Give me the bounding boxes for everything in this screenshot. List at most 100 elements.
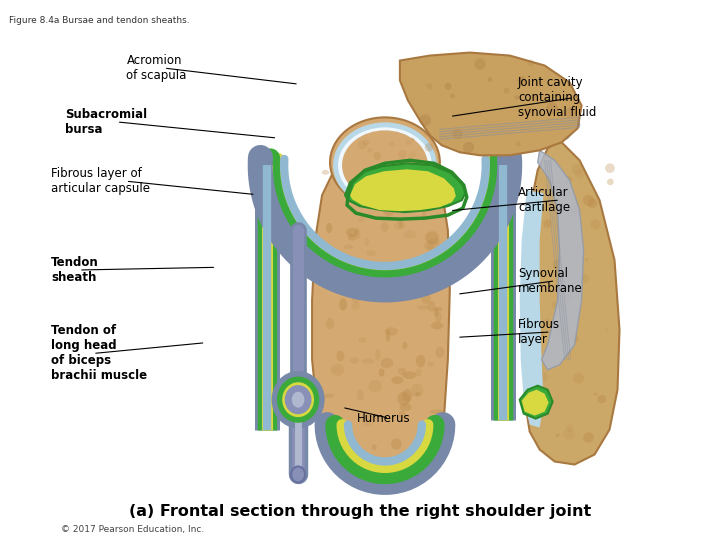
Ellipse shape <box>524 106 533 114</box>
Text: Humerus: Humerus <box>356 411 410 424</box>
Ellipse shape <box>395 176 404 185</box>
Ellipse shape <box>381 358 393 368</box>
Ellipse shape <box>559 206 563 210</box>
Ellipse shape <box>422 211 426 221</box>
Ellipse shape <box>364 177 368 180</box>
Ellipse shape <box>330 117 440 207</box>
Text: Tendon of
long head
of biceps
brachii muscle: Tendon of long head of biceps brachii mu… <box>51 325 147 382</box>
Ellipse shape <box>373 152 382 160</box>
Ellipse shape <box>413 163 421 171</box>
Ellipse shape <box>379 163 387 171</box>
Ellipse shape <box>390 159 395 164</box>
Ellipse shape <box>530 334 541 345</box>
Ellipse shape <box>400 403 411 411</box>
Ellipse shape <box>517 76 526 84</box>
Ellipse shape <box>348 447 354 457</box>
Ellipse shape <box>416 355 426 367</box>
Ellipse shape <box>351 152 355 155</box>
Polygon shape <box>523 140 619 464</box>
Ellipse shape <box>368 159 381 171</box>
Ellipse shape <box>399 218 403 228</box>
Ellipse shape <box>445 83 451 90</box>
Ellipse shape <box>363 139 369 145</box>
Ellipse shape <box>389 176 396 183</box>
Ellipse shape <box>487 77 492 82</box>
Ellipse shape <box>412 163 421 172</box>
Ellipse shape <box>430 409 444 414</box>
Ellipse shape <box>357 390 364 401</box>
Ellipse shape <box>397 392 410 406</box>
Ellipse shape <box>528 232 537 240</box>
Ellipse shape <box>539 271 544 275</box>
Ellipse shape <box>330 251 341 256</box>
Ellipse shape <box>433 251 439 256</box>
Ellipse shape <box>346 228 358 237</box>
Ellipse shape <box>410 177 421 185</box>
Ellipse shape <box>336 350 344 361</box>
Ellipse shape <box>411 138 415 141</box>
Ellipse shape <box>350 357 359 364</box>
Ellipse shape <box>367 148 372 153</box>
Ellipse shape <box>402 342 408 349</box>
Ellipse shape <box>390 180 393 184</box>
Ellipse shape <box>406 140 411 145</box>
Ellipse shape <box>395 181 401 187</box>
Text: Fibrous
layer: Fibrous layer <box>518 318 560 346</box>
Ellipse shape <box>352 293 360 303</box>
Ellipse shape <box>410 158 416 164</box>
Ellipse shape <box>428 300 435 312</box>
Ellipse shape <box>435 202 441 208</box>
Text: Subacromial
bursa: Subacromial bursa <box>66 108 148 136</box>
Ellipse shape <box>417 305 429 310</box>
Ellipse shape <box>516 141 521 146</box>
Ellipse shape <box>413 441 417 446</box>
Ellipse shape <box>332 255 341 259</box>
Ellipse shape <box>384 161 393 170</box>
Ellipse shape <box>359 338 366 343</box>
Ellipse shape <box>375 164 386 174</box>
Text: Acromion
of scapula: Acromion of scapula <box>127 54 186 82</box>
Ellipse shape <box>426 83 433 89</box>
Text: Fibrous layer of
articular capsule: Fibrous layer of articular capsule <box>51 167 150 195</box>
Ellipse shape <box>452 129 463 139</box>
Ellipse shape <box>378 186 384 192</box>
Ellipse shape <box>598 395 606 403</box>
Ellipse shape <box>575 169 585 179</box>
Ellipse shape <box>411 383 423 397</box>
Ellipse shape <box>532 94 539 101</box>
Ellipse shape <box>588 199 598 208</box>
Ellipse shape <box>431 281 441 288</box>
Text: Synovial
membrane: Synovial membrane <box>518 267 583 295</box>
Ellipse shape <box>415 392 420 396</box>
Ellipse shape <box>583 432 594 443</box>
Ellipse shape <box>565 107 576 118</box>
Ellipse shape <box>572 246 579 252</box>
Ellipse shape <box>428 253 440 266</box>
Ellipse shape <box>594 393 597 396</box>
Ellipse shape <box>383 203 395 216</box>
Ellipse shape <box>398 150 407 159</box>
Ellipse shape <box>537 372 548 382</box>
Ellipse shape <box>342 130 428 200</box>
Ellipse shape <box>435 312 441 323</box>
Ellipse shape <box>605 328 608 332</box>
Ellipse shape <box>337 450 346 459</box>
Ellipse shape <box>292 392 305 408</box>
Ellipse shape <box>355 178 363 186</box>
Ellipse shape <box>361 414 374 427</box>
Ellipse shape <box>402 139 409 146</box>
Polygon shape <box>520 386 553 418</box>
Ellipse shape <box>570 205 580 215</box>
Ellipse shape <box>291 467 305 482</box>
Ellipse shape <box>450 93 455 98</box>
Ellipse shape <box>428 362 434 367</box>
Polygon shape <box>522 390 549 416</box>
Ellipse shape <box>359 217 365 222</box>
Ellipse shape <box>551 301 559 309</box>
Ellipse shape <box>605 164 615 173</box>
Polygon shape <box>520 190 544 428</box>
Ellipse shape <box>436 347 444 357</box>
Text: Figure 8.4a Bursae and tendon sheaths.: Figure 8.4a Bursae and tendon sheaths. <box>9 16 189 25</box>
Ellipse shape <box>564 294 573 302</box>
Text: Tendon
sheath: Tendon sheath <box>51 256 99 284</box>
